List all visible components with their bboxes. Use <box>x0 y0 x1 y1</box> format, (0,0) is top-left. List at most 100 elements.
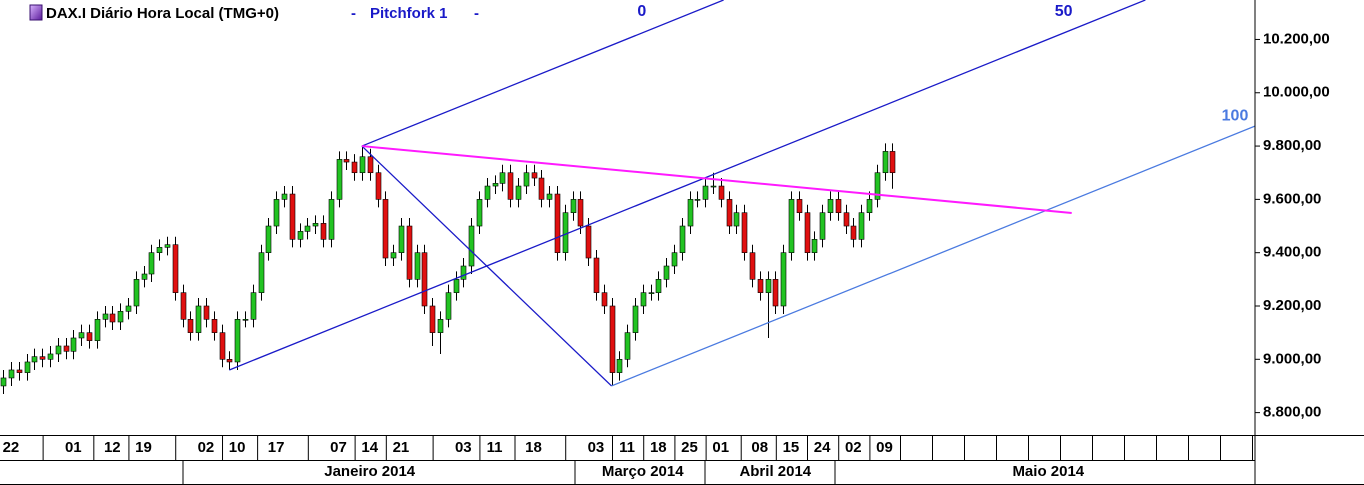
candle-body <box>234 319 241 363</box>
candle-body <box>250 292 257 320</box>
candle-body <box>788 199 795 253</box>
candle-body <box>460 265 467 280</box>
x-tick-label: 03 <box>455 439 472 456</box>
candle-body <box>835 199 842 214</box>
candle-body <box>593 257 600 293</box>
candle-body <box>375 172 382 200</box>
header-separator: - <box>474 5 479 22</box>
pitchfork-level-label: 100 <box>1222 107 1249 124</box>
candle-body <box>429 305 436 333</box>
x-tick-label: 01 <box>65 439 82 456</box>
candle-body <box>757 279 764 293</box>
candle-body <box>31 356 38 363</box>
candle-body <box>109 313 116 323</box>
candle-body <box>476 199 483 227</box>
x-tick-label: 12 <box>104 439 121 456</box>
pitchfork-line <box>611 125 1255 387</box>
pitchfork-level-label: 0 <box>637 3 646 20</box>
x-tick-label: 21 <box>393 439 410 456</box>
study-name[interactable]: Pitchfork 1 <box>370 5 448 22</box>
candle-body <box>320 223 327 240</box>
candle-body <box>219 332 226 360</box>
candle-body <box>624 332 631 360</box>
candle-body <box>819 212 826 240</box>
candle-body <box>8 369 15 379</box>
candle-body <box>414 252 421 280</box>
candle-body <box>367 156 374 174</box>
header-separator: - <box>351 5 356 22</box>
candle-body <box>694 199 701 201</box>
candle-body <box>242 319 249 321</box>
candle-body <box>328 199 335 240</box>
candle-body <box>796 199 803 214</box>
candle-body <box>281 193 288 200</box>
candle-body <box>570 199 577 214</box>
y-tick-label: 9.600,00 <box>1263 190 1321 207</box>
candle-body <box>180 292 187 320</box>
x-tick-label: 24 <box>814 439 831 456</box>
candle-body <box>164 244 171 248</box>
candle-body <box>156 247 163 253</box>
x-tick-label: 03 <box>588 439 605 456</box>
x-tick-label: 01 <box>712 439 729 456</box>
chart-title: DAX.I Diário Hora Local (TMG+0) <box>46 5 279 22</box>
month-label: Março 2014 <box>602 463 684 480</box>
candle-body <box>117 311 124 323</box>
candle-body <box>445 292 452 320</box>
x-tick-label: 22 <box>3 439 20 456</box>
candle-body <box>421 252 428 307</box>
candle-body <box>304 225 311 232</box>
candle-body <box>850 225 857 240</box>
candle-body <box>741 212 748 253</box>
y-tick-label: 9.000,00 <box>1263 350 1321 367</box>
candle-body <box>336 159 343 200</box>
trendline <box>361 145 1072 214</box>
x-tick-label: 11 <box>487 439 503 456</box>
candle-body <box>125 305 132 312</box>
x-tick-label: 07 <box>330 439 347 456</box>
candle-body <box>16 369 23 373</box>
x-tick-label: 15 <box>783 439 800 456</box>
candle-body <box>640 292 647 307</box>
candle-body <box>515 185 522 200</box>
candle-body <box>882 151 889 174</box>
axes: 10.200,00 10.000,00 9.800,00 9.600,00 9.400,… <box>3 3 1330 485</box>
candle-body <box>687 199 694 227</box>
candle-body <box>382 199 389 259</box>
candle-body <box>94 319 101 341</box>
candle-body <box>718 185 725 200</box>
candle-body <box>523 172 530 187</box>
candle-body <box>312 223 319 227</box>
candle-body <box>359 156 366 174</box>
candle-body <box>63 345 70 352</box>
candle-body <box>507 172 514 200</box>
candle-body <box>726 199 733 227</box>
candle-body <box>78 332 85 339</box>
x-tick-label: 14 <box>361 439 378 456</box>
candle-body <box>772 279 779 307</box>
candle-body <box>484 185 491 200</box>
candle-body <box>351 161 358 174</box>
candle-body <box>297 231 304 240</box>
x-tick-label: 09 <box>876 439 893 456</box>
candle-body <box>655 279 662 293</box>
candle-body <box>492 183 499 187</box>
candle-body <box>141 273 148 280</box>
candle-body <box>749 252 756 280</box>
candle-body <box>531 172 538 179</box>
candle-body <box>24 361 31 373</box>
candle-body <box>102 313 109 320</box>
x-tick-label: 18 <box>650 439 667 456</box>
x-tick-label: 10 <box>229 439 246 456</box>
x-tick-label: 18 <box>525 439 542 456</box>
candle-body <box>148 252 155 275</box>
candle-body <box>437 319 444 333</box>
month-label: Maio 2014 <box>1012 463 1084 480</box>
candle-body <box>203 305 210 320</box>
x-tick-label: 25 <box>681 439 698 456</box>
candle-body <box>453 279 460 293</box>
candle-body <box>585 225 592 259</box>
candle-body <box>562 212 569 253</box>
candle-body <box>195 305 202 333</box>
candle-body <box>554 193 561 253</box>
